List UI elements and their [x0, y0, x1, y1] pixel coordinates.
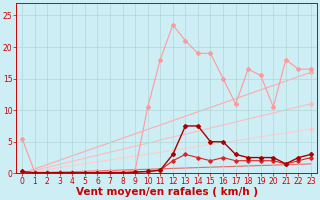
X-axis label: Vent moyen/en rafales ( km/h ): Vent moyen/en rafales ( km/h ) [76, 187, 258, 197]
